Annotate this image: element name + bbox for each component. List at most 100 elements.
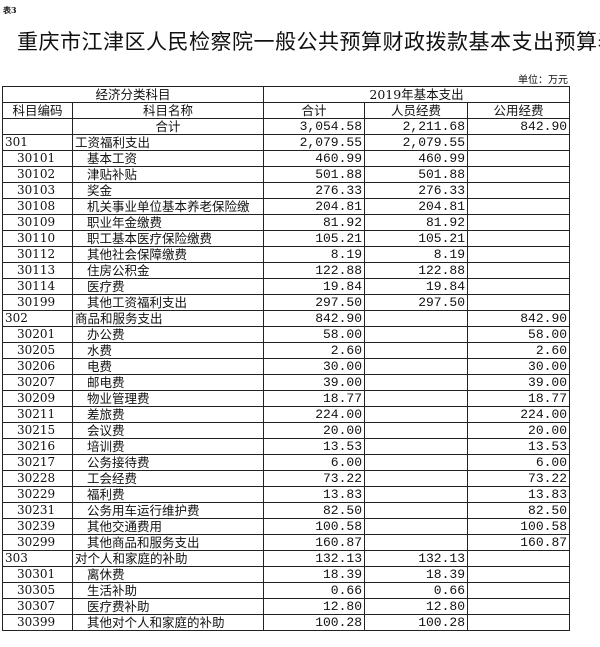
row-personnel: 132.13: [364, 550, 469, 567]
row-name: 其他交通费用: [71, 518, 265, 535]
row-name: 物业管理费: [71, 390, 265, 407]
row-total: 82.50: [263, 502, 366, 519]
row-total: 204.81: [263, 198, 366, 215]
row-personnel: 276.33: [364, 182, 469, 199]
row-total: 12.80: [263, 598, 366, 615]
row-personnel: 460.99: [364, 150, 469, 167]
table-row: 30112 其他社会保障缴费 8.19 8.19: [2, 246, 571, 263]
row-personnel: 122.88: [364, 262, 469, 279]
row-name: 工资福利支出: [71, 134, 265, 151]
row-name: 办公费: [71, 326, 265, 343]
row-code: 30215: [2, 422, 73, 439]
table-row: 30211 差旅费 224.00 224.00: [2, 406, 571, 423]
row-total: 18.77: [263, 390, 366, 407]
column-header-row: 科目编码 科目名称 合计 人员经费 公用经费: [2, 102, 571, 119]
row-personnel: [364, 358, 469, 375]
row-name: 公务用车运行维护费: [71, 502, 265, 519]
row-code: 30399: [2, 614, 73, 631]
table-row: 30305 生活补助 0.66 0.66: [2, 582, 571, 599]
row-total: 297.50: [263, 294, 366, 311]
row-personnel: 12.80: [364, 598, 469, 615]
table-row: 30399 其他对个人和家庭的补助 100.28 100.28: [2, 614, 571, 631]
row-code: 30216: [2, 438, 73, 455]
table-row: 30201 办公费 58.00 58.00: [2, 326, 571, 343]
table-row: 30228 工会经费 73.22 73.22: [2, 470, 571, 487]
row-code: 30228: [2, 470, 73, 487]
row-code: 30206: [2, 358, 73, 375]
table-row: 30108 机关事业单位基本养老保险缴 204.81 204.81: [2, 198, 571, 215]
row-total: 18.39: [263, 566, 366, 583]
row-name: 机关事业单位基本养老保险缴: [71, 198, 265, 215]
table-row: 30101 基本工资 460.99 460.99: [2, 150, 571, 167]
row-public: 18.77: [467, 390, 571, 407]
row-name: 对个人和家庭的补助: [71, 550, 265, 567]
row-total: 132.13: [263, 550, 366, 567]
row-total: 160.87: [263, 534, 366, 551]
row-personnel: [364, 518, 469, 535]
row-personnel: 0.66: [364, 582, 469, 599]
table-row: 30110 职工基本医疗保险缴费 105.21 105.21: [2, 230, 571, 247]
row-code: 30112: [2, 246, 73, 263]
row-name: 培训费: [71, 438, 265, 455]
row-personnel: [364, 310, 469, 327]
row-public: [467, 582, 571, 599]
row-public: 30.00: [467, 358, 571, 375]
total-personnel: 2,211.68: [364, 118, 469, 135]
row-name: 医疗费补助: [71, 598, 265, 615]
row-code: 30299: [2, 534, 73, 551]
row-public: 20.00: [467, 422, 571, 439]
table-row: 301 工资福利支出 2,079.55 2,079.55: [2, 134, 571, 151]
row-public: [467, 614, 571, 631]
row-code: 302: [2, 310, 73, 327]
row-total: 842.90: [263, 310, 366, 327]
row-public: 58.00: [467, 326, 571, 343]
table-row: 30231 公务用车运行维护费 82.50 82.50: [2, 502, 571, 519]
header-2019-basic-expenditure: 2019年基本支出: [263, 86, 571, 103]
row-total: 224.00: [263, 406, 366, 423]
row-total: 30.00: [263, 358, 366, 375]
row-name: 生活补助: [71, 582, 265, 599]
table-row: 30216 培训费 13.53 13.53: [2, 438, 571, 455]
row-total: 73.22: [263, 470, 366, 487]
row-total: 100.28: [263, 614, 366, 631]
row-name: 差旅费: [71, 406, 265, 423]
row-total: 2.60: [263, 342, 366, 359]
row-code: 30201: [2, 326, 73, 343]
row-code: 30207: [2, 374, 73, 391]
row-total: 0.66: [263, 582, 366, 599]
table-row: 30205 水费 2.60 2.60: [2, 342, 571, 359]
row-total: 19.84: [263, 278, 366, 295]
table-number: 表3: [3, 5, 17, 15]
row-name: 商品和服务支出: [71, 310, 265, 327]
row-total: 20.00: [263, 422, 366, 439]
row-personnel: [364, 326, 469, 343]
budget-table: 经济分类科目 2019年基本支出 科目编码 科目名称 合计 人员经费 公用经费 …: [1, 86, 571, 631]
row-public: [467, 198, 571, 215]
row-public: [467, 550, 571, 567]
table-row: 30307 医疗费补助 12.80 12.80: [2, 598, 571, 615]
row-total: 58.00: [263, 326, 366, 343]
row-total: 460.99: [263, 150, 366, 167]
header-personnel: 人员经费: [364, 102, 469, 119]
row-code: 30205: [2, 342, 73, 359]
row-name: 津贴补贴: [71, 166, 265, 183]
table-row: 30301 离休费 18.39 18.39: [2, 566, 571, 583]
row-code: 30239: [2, 518, 73, 535]
row-name: 公务接待费: [71, 454, 265, 471]
row-public: 2.60: [467, 342, 571, 359]
row-public: [467, 230, 571, 247]
table-row: 30102 津贴补贴 501.88 501.88: [2, 166, 571, 183]
table-row: 30239 其他交通费用 100.58 100.58: [2, 518, 571, 535]
row-total: 13.53: [263, 438, 366, 455]
row-code: 301: [2, 134, 73, 151]
row-public: 160.87: [467, 534, 571, 551]
row-code: 30102: [2, 166, 73, 183]
row-name: 住房公积金: [71, 262, 265, 279]
total-row: 合计 3,054.58 2,211.68 842.90: [2, 118, 571, 135]
row-name: 电费: [71, 358, 265, 375]
row-total: 276.33: [263, 182, 366, 199]
row-personnel: 81.92: [364, 214, 469, 231]
row-public: 73.22: [467, 470, 571, 487]
row-personnel: 2,079.55: [364, 134, 469, 151]
row-total: 122.88: [263, 262, 366, 279]
